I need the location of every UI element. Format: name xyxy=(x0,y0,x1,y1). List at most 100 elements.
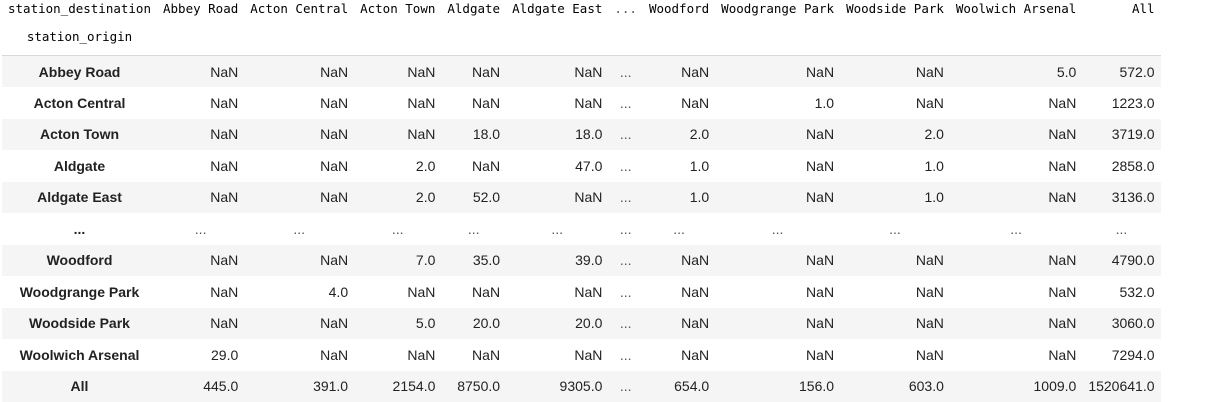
table-header: station_destination Abbey Road Acton Cen… xyxy=(2,0,1161,56)
table-cell: 1520641.0 xyxy=(1088,378,1155,395)
table-cell: NaN xyxy=(210,189,239,206)
table-cell: NaN xyxy=(681,94,710,111)
table-cell: NaN xyxy=(681,346,710,363)
table-cell: NaN xyxy=(681,63,710,80)
table-cell: NaN xyxy=(1048,157,1077,174)
table-cell: 2154.0 xyxy=(392,378,436,395)
table-cell-ellipsis: ... xyxy=(619,157,632,174)
table-cell: 445.0 xyxy=(203,378,239,395)
table-cell: 2.0 xyxy=(415,189,436,206)
table-cell: NaN xyxy=(681,315,710,332)
column-header: Aldgate xyxy=(447,1,501,16)
table-cell: 39.0 xyxy=(575,252,603,269)
table-cell: 3136.0 xyxy=(1111,189,1155,206)
column-header: All xyxy=(1131,1,1155,16)
table-cell: 572.0 xyxy=(1119,63,1155,80)
table-cell: NaN xyxy=(1048,252,1077,269)
dataframe-table: station_destination Abbey Road Acton Cen… xyxy=(2,0,1161,402)
column-header: Woodgrange Park xyxy=(721,1,835,16)
column-header: Woolwich Arsenal xyxy=(955,1,1077,16)
row-label: Woodgrange Park xyxy=(19,283,140,300)
table-cell-ellipsis: ... xyxy=(619,189,632,206)
table-cell: NaN xyxy=(806,252,835,269)
table-cell: 3719.0 xyxy=(1111,126,1155,143)
table-row: Woodside Park NaN NaN 5.0 20.0 20.0 ... … xyxy=(2,307,1161,339)
table-cell: 7.0 xyxy=(415,252,436,269)
table-cell: NaN xyxy=(681,252,710,269)
table-body: Abbey Road NaN NaN NaN NaN NaN ... NaN N… xyxy=(2,55,1161,402)
column-header: Acton Central xyxy=(250,1,349,16)
table-cell: NaN xyxy=(210,283,239,300)
table-cell: 20.0 xyxy=(472,315,501,332)
table-cell: 4.0 xyxy=(328,283,349,300)
row-label: Acton Town xyxy=(39,126,120,143)
table-cell: 1.0 xyxy=(814,94,835,111)
table-cell-ellipsis: ... xyxy=(1010,220,1022,237)
table-cell: NaN xyxy=(210,252,239,269)
table-row: Woodford NaN NaN 7.0 35.0 39.0 ... NaN N… xyxy=(2,244,1161,276)
table-cell-ellipsis: ... xyxy=(673,220,685,237)
table-cell-ellipsis: ... xyxy=(619,252,632,269)
table-cell: NaN xyxy=(407,283,436,300)
table-cell: 532.0 xyxy=(1119,283,1155,300)
table-cell: NaN xyxy=(806,315,835,332)
table-cell-ellipsis: ... xyxy=(889,220,901,237)
table-cell: NaN xyxy=(806,189,835,206)
row-label: Aldgate xyxy=(53,157,106,174)
table-cell: NaN xyxy=(320,126,349,143)
table-cell: NaN xyxy=(574,63,603,80)
table-cell: NaN xyxy=(320,157,349,174)
table-cell: NaN xyxy=(320,252,349,269)
table-cell: NaN xyxy=(1048,189,1077,206)
table-cell: NaN xyxy=(1048,126,1077,143)
table-cell: NaN xyxy=(915,315,944,332)
table-cell: 18.0 xyxy=(472,126,501,143)
table-cell: 35.0 xyxy=(472,252,501,269)
row-label: All xyxy=(70,378,89,395)
table-cell: 18.0 xyxy=(575,126,603,143)
table-cell-ellipsis: ... xyxy=(194,220,207,237)
table-cell: NaN xyxy=(472,94,501,111)
table-cell: 654.0 xyxy=(674,378,710,395)
table-cell: NaN xyxy=(320,346,349,363)
table-cell: NaN xyxy=(574,283,603,300)
table-cell: NaN xyxy=(472,346,501,363)
table-cell-ellipsis: ... xyxy=(619,63,632,80)
table-cell: NaN xyxy=(407,63,436,80)
row-label: Aldgate East xyxy=(37,189,122,206)
table-cell: NaN xyxy=(210,94,239,111)
table-cell: NaN xyxy=(210,157,239,174)
table-cell: NaN xyxy=(915,63,944,80)
table-cell: NaN xyxy=(915,252,944,269)
column-header-ellipsis: ... xyxy=(614,1,637,16)
table-row: Woolwich Arsenal 29.0 NaN NaN NaN NaN ..… xyxy=(2,339,1161,371)
row-label: ... xyxy=(73,220,86,237)
table-cell: 8750.0 xyxy=(457,378,501,395)
table-cell: 52.0 xyxy=(472,189,501,206)
column-header: Woodford xyxy=(648,1,710,16)
table-cell: NaN xyxy=(210,126,239,143)
table-cell: 3060.0 xyxy=(1111,315,1155,332)
table-row-ellipsis: ... ... ... ... ... ... ... ... ... ... … xyxy=(2,213,1161,245)
table-cell-ellipsis: ... xyxy=(391,220,404,237)
table-cell: NaN xyxy=(806,283,835,300)
table-row: Acton Town NaN NaN NaN 18.0 18.0 ... 2.0… xyxy=(2,118,1161,150)
table-cell: NaN xyxy=(320,94,349,111)
row-label: Woodside Park xyxy=(29,315,130,332)
table-row: Abbey Road NaN NaN NaN NaN NaN ... NaN N… xyxy=(2,55,1161,87)
column-header: Aldgate East xyxy=(512,1,603,16)
table-cell: 20.0 xyxy=(575,315,603,332)
table-cell: NaN xyxy=(1048,315,1077,332)
table-cell: NaN xyxy=(915,346,944,363)
table-cell-ellipsis: ... xyxy=(619,283,632,300)
table-cell: 2.0 xyxy=(415,157,436,174)
table-cell-ellipsis: ... xyxy=(619,315,632,332)
table-cell: 47.0 xyxy=(575,157,603,174)
table-cell: 1.0 xyxy=(924,189,944,206)
table-cell: NaN xyxy=(574,346,603,363)
table-cell: NaN xyxy=(407,346,436,363)
table-row: Aldgate East NaN NaN 2.0 52.0 NaN ... 1.… xyxy=(2,181,1161,213)
column-header: Abbey Road xyxy=(163,1,239,16)
table-cell-ellipsis: ... xyxy=(619,126,632,143)
table-cell: NaN xyxy=(1048,283,1077,300)
